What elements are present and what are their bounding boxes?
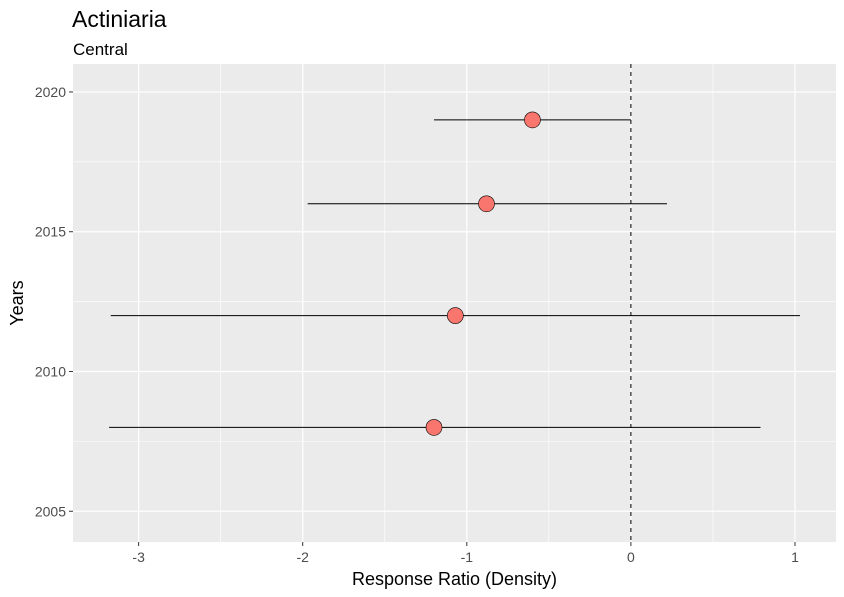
y-tick-label: 2010 <box>35 363 66 379</box>
data-point <box>447 307 464 324</box>
x-axis-title: Response Ratio (Density) <box>352 569 557 589</box>
y-tick-label: 2020 <box>35 84 66 100</box>
chart-subtitle: Central <box>73 40 128 59</box>
x-tick-label: -3 <box>132 549 145 565</box>
y-axis-ticks: 2005 2010 2015 2020 <box>35 84 73 519</box>
y-tick-label: 2015 <box>35 224 66 240</box>
y-tick-label: 2005 <box>35 503 66 519</box>
x-tick-label: 1 <box>791 549 799 565</box>
x-tick-label: -1 <box>461 549 474 565</box>
chart-title: Actiniaria <box>72 6 167 32</box>
plot-panel <box>73 64 836 542</box>
data-point <box>524 111 541 129</box>
data-point <box>478 195 495 213</box>
x-tick-label: -2 <box>296 549 309 565</box>
y-axis-title: Years <box>7 280 27 325</box>
x-tick-label: 0 <box>627 549 635 565</box>
data-point <box>425 419 443 436</box>
data-points <box>425 111 541 436</box>
x-axis-ticks: -3 -2 -1 0 1 <box>132 542 799 565</box>
minor-gridlines <box>73 64 836 542</box>
major-gridlines <box>73 64 836 542</box>
